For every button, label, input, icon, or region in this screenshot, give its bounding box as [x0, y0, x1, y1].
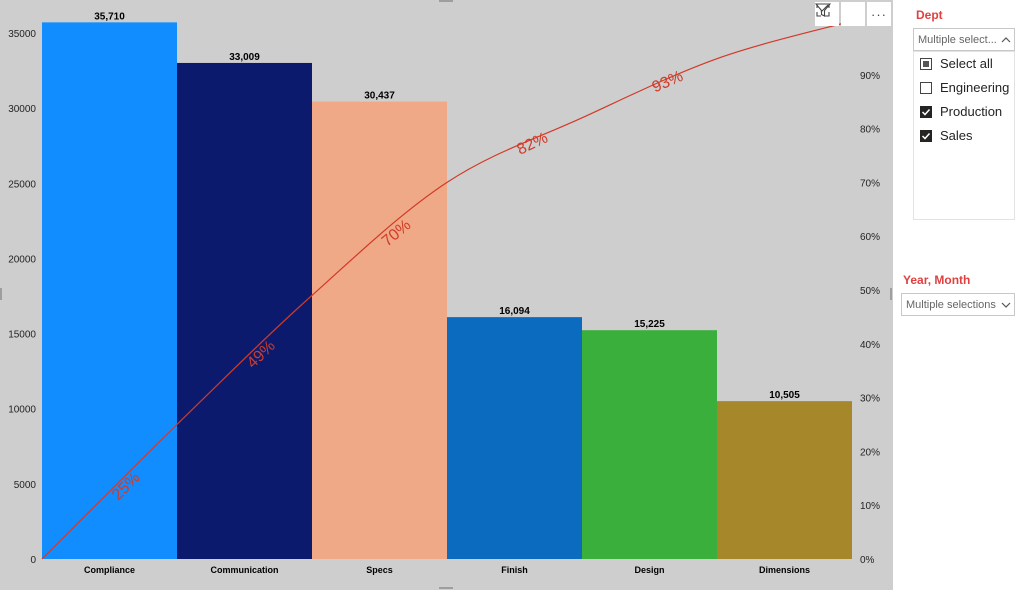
year-month-dropdown-value: Multiple selections [906, 298, 996, 311]
y-axis-tick-label: 25000 [8, 179, 36, 190]
bar-data-label: 33,009 [229, 52, 260, 63]
bar-design [582, 330, 717, 559]
checkbox-checked-icon[interactable] [920, 129, 932, 142]
chevron-down-icon [998, 300, 1014, 310]
bar-data-label: 30,437 [364, 91, 395, 102]
y-axis-tick-label: 10000 [8, 405, 36, 416]
dept-option-label: Engineering [940, 80, 1010, 95]
resize-handle-bottom[interactable] [439, 587, 453, 589]
more-options-button[interactable]: ··· [867, 2, 891, 26]
dept-option-label: Sales [940, 128, 973, 143]
bar-data-label: 15,225 [634, 319, 665, 330]
cumulative-percent-label: 82% [514, 129, 550, 158]
dept-option-label: Production [940, 104, 1003, 119]
dept-slicer-title: Dept [916, 8, 943, 22]
y-axis-tick-label: 20000 [8, 254, 36, 265]
dept-option-production[interactable]: Production [920, 104, 1002, 119]
y-axis-tick-label: 5000 [14, 480, 37, 491]
dept-option-sales[interactable]: Sales [920, 128, 973, 143]
bar-finish [447, 317, 582, 559]
dept-option-engineering[interactable]: Engineering [920, 80, 1009, 95]
resize-handle-right[interactable] [890, 288, 892, 300]
dept-options-list: Select all Engineering Production Sales [913, 51, 1015, 220]
x-axis-category-label: Specs [366, 565, 393, 575]
y-axis-tick-label: 30000 [8, 104, 36, 115]
resize-handle-top[interactable] [439, 0, 453, 2]
x-axis-category-label: Compliance [84, 565, 135, 575]
visual-header-toolbar: ··· [815, 2, 891, 26]
dept-option-label: Select all [940, 56, 993, 71]
y-axis-tick-label: 15000 [8, 330, 36, 341]
resize-handle-left[interactable] [0, 288, 2, 300]
chevron-up-icon [998, 35, 1014, 45]
y-axis-tick-label: 35000 [8, 29, 36, 40]
checkbox-checked-icon[interactable] [920, 105, 932, 118]
focus-mode-button[interactable] [816, 2, 865, 26]
cumulative-percent-line [41, 20, 853, 560]
y2-axis-tick-label: 70% [860, 178, 880, 189]
bar-communication [177, 62, 312, 559]
y2-axis-tick-label: 90% [860, 71, 880, 82]
bar-compliance [42, 22, 177, 560]
pareto-chart-visual[interactable]: 0 5000 10000 15000 20000 25000 30000 35000 0% 10%… [0, 0, 893, 590]
y-axis-tick-label: 0 [30, 555, 36, 566]
cumulative-percent-label: 93% [650, 68, 686, 96]
bar-data-label: 35,710 [94, 11, 125, 22]
x-axis-category-label: Dimensions [759, 565, 810, 575]
dept-dropdown[interactable]: Multiple select... [913, 28, 1015, 51]
checkbox-unchecked-icon[interactable] [920, 81, 932, 94]
y2-axis-tick-label: 10% [860, 501, 880, 512]
y2-axis-tick-label: 80% [860, 125, 880, 136]
y2-axis-tick-label: 30% [860, 394, 880, 405]
y2-axis-tick-label: 0% [860, 555, 875, 566]
bar-data-label: 16,094 [499, 306, 530, 317]
bar-dimensions [717, 401, 852, 559]
pareto-chart: 0 5000 10000 15000 20000 25000 30000 35000 0% 10%… [8, 11, 880, 575]
year-month-slicer-title: Year, Month [903, 273, 971, 287]
more-options-icon: ··· [871, 6, 887, 22]
y2-axis-tick-label: 50% [860, 286, 880, 297]
x-axis-category-label: Design [634, 565, 664, 575]
x-axis-category-label: Finish [501, 565, 528, 575]
y2-axis-tick-label: 60% [860, 232, 880, 243]
filter-icon [815, 3, 831, 17]
year-month-dropdown[interactable]: Multiple selections [901, 293, 1015, 316]
checkbox-partial-icon[interactable] [920, 57, 932, 70]
focus-mode-icon [816, 3, 830, 17]
bar-specs [312, 101, 447, 560]
x-axis-category-label: Communication [210, 565, 278, 575]
y2-axis-tick-label: 40% [860, 340, 880, 351]
dept-option-select-all[interactable]: Select all [920, 56, 993, 71]
y2-axis-tick-label: 20% [860, 447, 880, 458]
bar-data-label: 10,505 [769, 390, 800, 401]
dept-dropdown-value: Multiple select... [918, 33, 997, 46]
